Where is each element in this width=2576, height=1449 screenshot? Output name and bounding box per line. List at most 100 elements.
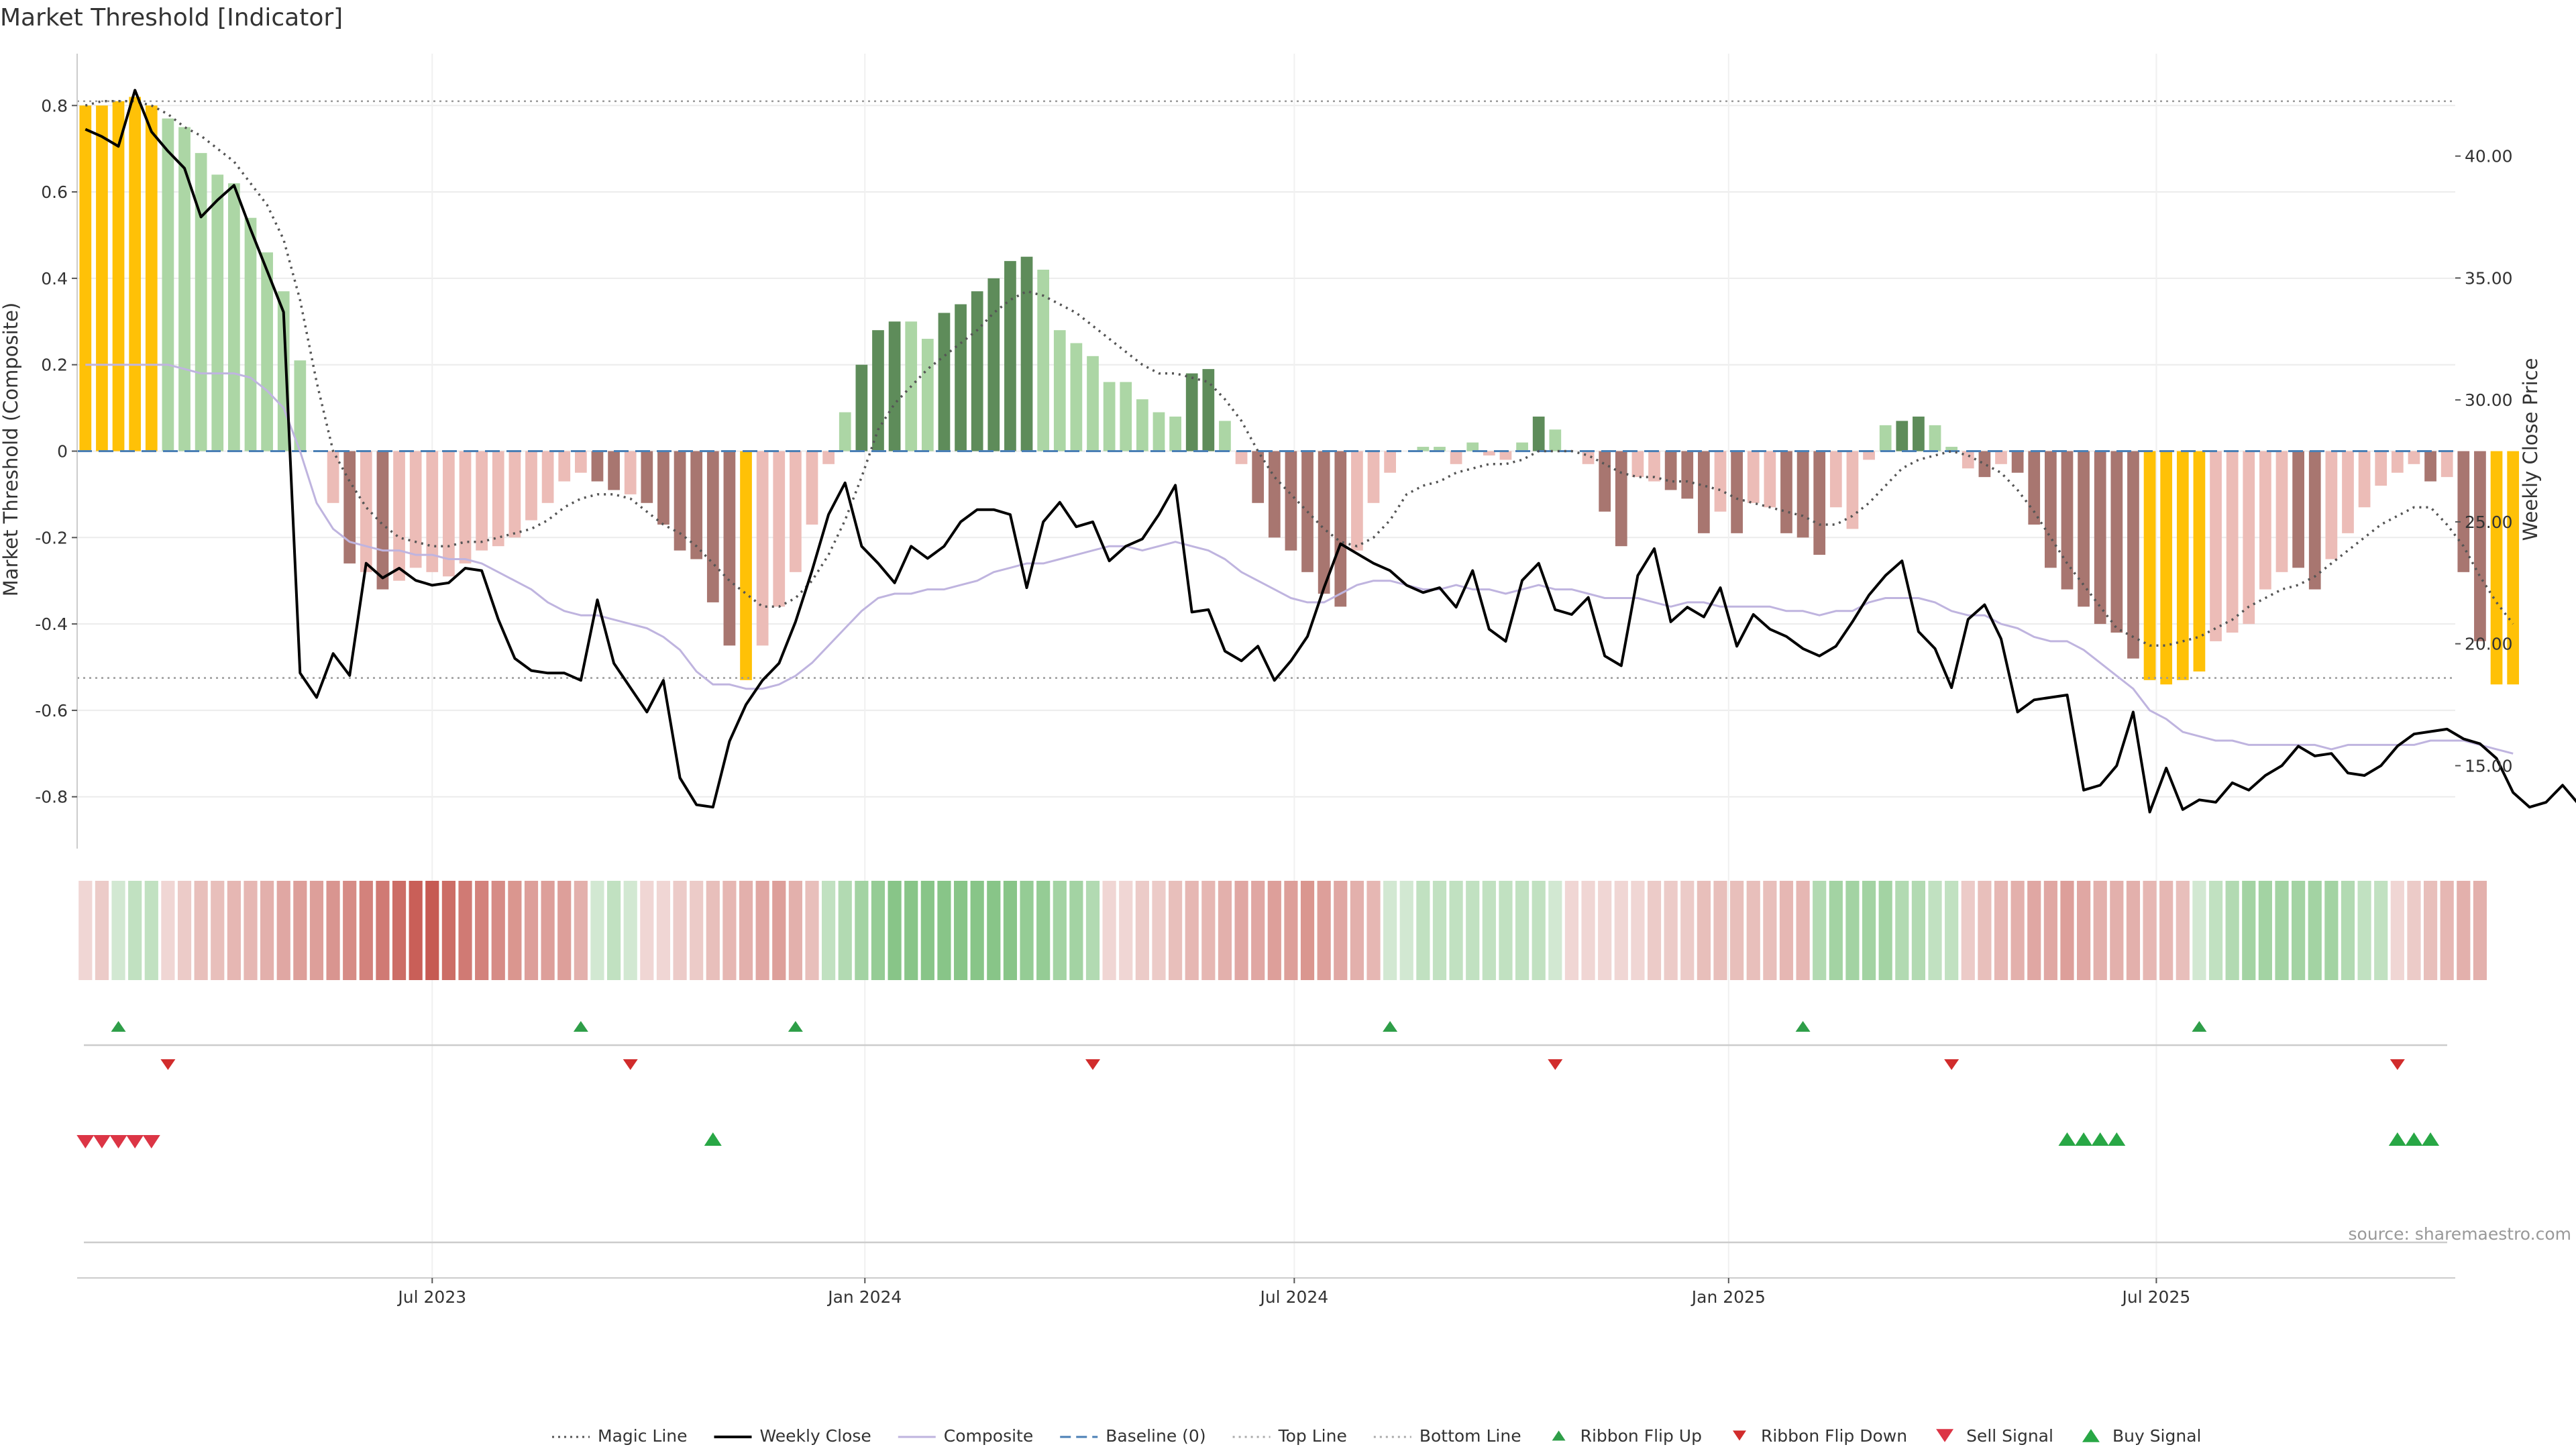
composite-bar-132 — [2259, 451, 2271, 590]
sell-signal-marker — [109, 1135, 127, 1148]
magic-line-line — [85, 100, 2514, 647]
right-tick-label: 30.00 — [2465, 390, 2513, 410]
right-tick-label: 15.00 — [2465, 756, 2513, 775]
ribbon-cell-17 — [359, 881, 373, 980]
ribbon-cell-33 — [623, 881, 637, 980]
composite-bar-30 — [574, 451, 587, 473]
composite-bar-13 — [294, 360, 307, 451]
right-tick-label: 20.00 — [2465, 635, 2513, 654]
composite-bar-9 — [228, 183, 240, 451]
composite-bar-140 — [2391, 451, 2404, 473]
legend-ribbon-flip-up-label: Ribbon Flip Up — [1580, 1426, 1702, 1446]
ribbon-cell-127 — [2176, 881, 2190, 980]
composite-bar-127 — [2176, 451, 2189, 680]
composite-bar-46 — [839, 412, 851, 451]
composite-bar-101 — [1747, 451, 1760, 503]
ribbon-cell-137 — [2341, 881, 2355, 980]
composite-bar-26 — [508, 451, 521, 538]
ribbon-cell-141 — [2407, 881, 2421, 980]
ribbon-cell-110 — [1895, 881, 1909, 980]
ribbon-cell-124 — [2126, 881, 2141, 980]
ribbon-cell-97 — [1680, 881, 1695, 980]
composite-bar-88 — [1532, 416, 1545, 451]
composite-bar-108 — [1863, 451, 1875, 460]
ribbon-cell-109 — [1878, 881, 1892, 980]
ribbon-cell-13 — [293, 881, 307, 980]
ribbon-cell-18 — [376, 881, 390, 980]
ribbon-cell-30 — [574, 881, 588, 980]
composite-bar-119 — [2044, 451, 2057, 568]
composite-bar-2 — [112, 101, 125, 451]
composite-bar-144 — [2457, 451, 2470, 572]
ribbon-cell-26 — [508, 881, 522, 980]
composite-bar-121 — [2078, 451, 2090, 607]
ribbon-flip-down-marker — [623, 1059, 638, 1070]
ribbon-cell-9 — [227, 881, 241, 980]
ribbon-cell-77 — [1350, 881, 1364, 980]
composite-bar-63 — [1120, 382, 1132, 451]
composite-bar-78 — [1367, 451, 1380, 503]
composite-bar-77 — [1351, 451, 1363, 551]
ribbon-cell-133 — [2275, 881, 2289, 980]
x-tick-label: Jul 2024 — [1258, 1287, 1328, 1307]
composite-bar-79 — [1384, 451, 1396, 473]
ribbon-cell-81 — [1416, 881, 1430, 980]
ribbon-cell-24 — [475, 881, 489, 980]
ribbon-cell-100 — [1730, 881, 1744, 980]
composite-bar-122 — [2094, 451, 2106, 625]
ribbon-cell-63 — [1119, 881, 1133, 980]
composite-bar-103 — [1780, 451, 1792, 533]
ribbon-cell-65 — [1152, 881, 1166, 980]
composite-bar-67 — [1185, 373, 1198, 451]
right-tick-label: 35.00 — [2465, 268, 2513, 288]
composite-bar-16 — [343, 451, 356, 564]
ribbon-cell-67 — [1185, 881, 1199, 980]
sell-signal-marker — [93, 1135, 111, 1148]
x-tick-label: Jan 2025 — [1690, 1287, 1766, 1307]
composite-bar-35 — [657, 451, 669, 525]
composite-bar-51 — [921, 339, 934, 451]
composite-bar-125 — [2143, 451, 2156, 680]
ribbon-cell-19 — [392, 881, 407, 980]
composite-bar-95 — [1648, 451, 1660, 482]
composite-bar-137 — [2342, 451, 2354, 533]
ribbon-cell-60 — [1069, 881, 1083, 980]
composite-bar-104 — [1796, 451, 1809, 538]
ribbon-cell-2 — [111, 881, 125, 980]
x-tick-label: Jan 2024 — [826, 1287, 902, 1307]
chart-title: Market Threshold [Indicator] — [0, 4, 343, 32]
composite-bar-76 — [1334, 451, 1347, 607]
composite-bar-138 — [2358, 451, 2371, 508]
composite-bar-34 — [641, 451, 653, 503]
ribbon-cell-70 — [1234, 881, 1248, 980]
composite-bar-85 — [1483, 451, 1495, 455]
ribbon-cell-102 — [1763, 881, 1777, 980]
composite-bar-53 — [955, 304, 967, 451]
buy-signal-marker — [704, 1132, 722, 1146]
sell-signal-marker — [126, 1135, 144, 1148]
right-tick-label: 40.00 — [2465, 147, 2513, 166]
composite-bar-58 — [1037, 270, 1050, 451]
composite-bar-105 — [1813, 451, 1826, 555]
composite-bar-102 — [1764, 451, 1776, 508]
composite-line — [85, 364, 2514, 755]
ribbon-cell-118 — [2027, 881, 2041, 980]
ribbon-cell-129 — [2208, 881, 2223, 980]
ribbon-cell-130 — [2225, 881, 2239, 980]
composite-bar-43 — [790, 451, 802, 572]
ribbon-cell-4 — [144, 881, 158, 980]
composite-bar-60 — [1070, 343, 1083, 451]
composite-bar-49 — [888, 321, 901, 451]
ribbon-cell-121 — [2077, 881, 2091, 980]
composite-bar-47 — [855, 364, 868, 451]
composite-bar-128 — [2193, 451, 2206, 672]
ribbon-cell-35 — [656, 881, 671, 980]
ribbon-cell-135 — [2308, 881, 2322, 980]
composite-bar-23 — [459, 451, 472, 564]
composite-bar-55 — [987, 278, 1000, 451]
composite-bar-130 — [2226, 451, 2239, 633]
composite-bar-8 — [211, 174, 224, 451]
ribbon-cell-23 — [458, 881, 472, 980]
ribbon-cell-14 — [309, 881, 324, 980]
ribbon-cell-0 — [78, 881, 93, 980]
